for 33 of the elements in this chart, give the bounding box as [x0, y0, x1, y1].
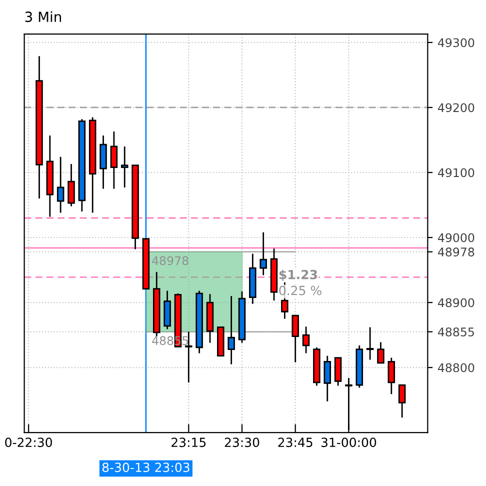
- y-tick-label: 49000: [438, 233, 474, 242]
- candlestick: [302, 326, 310, 354]
- x-tick-label: 0-22:30: [5, 438, 52, 448]
- candlestick: [334, 357, 342, 386]
- x-tick-label: 31-00:00: [321, 438, 376, 448]
- candlestick: [260, 232, 267, 276]
- candlestick: [120, 146, 128, 188]
- annotation: $1.23: [279, 270, 317, 281]
- candlestick: [398, 384, 406, 418]
- y-tick-label: 48800: [438, 363, 474, 372]
- candlestick: [228, 295, 235, 365]
- candlestick: [292, 314, 299, 364]
- y-tick-label: 48900: [438, 298, 474, 308]
- chart-title: 3 Min: [25, 11, 62, 22]
- y-tick-label: 48855: [438, 327, 474, 336]
- y-tick-label: 49100: [438, 168, 474, 178]
- ref-line-label: 48978: [152, 256, 188, 266]
- x-tick-label: 23:15: [172, 438, 206, 448]
- candlestick: [68, 163, 75, 207]
- candlestick: [324, 355, 331, 402]
- y-tick-label: 49200: [438, 103, 474, 112]
- annotation: 0.25 %: [279, 286, 322, 296]
- candlestick: [366, 326, 374, 360]
- x-tick-label: 23:30: [224, 438, 260, 448]
- ref-line-label: 8-30-13 23:03: [102, 462, 190, 472]
- candlestick: [56, 156, 64, 214]
- x-tick-label: 23:45: [278, 438, 312, 448]
- candlestick: [388, 357, 396, 395]
- y-tick-label: 49300: [438, 38, 474, 48]
- candlestick: [110, 130, 118, 190]
- candlestick: [377, 341, 384, 364]
- y-tick-label: 48978: [438, 248, 474, 256]
- candlestick: [345, 377, 352, 431]
